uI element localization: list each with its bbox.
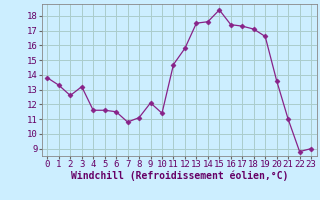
X-axis label: Windchill (Refroidissement éolien,°C): Windchill (Refroidissement éolien,°C) bbox=[70, 171, 288, 181]
